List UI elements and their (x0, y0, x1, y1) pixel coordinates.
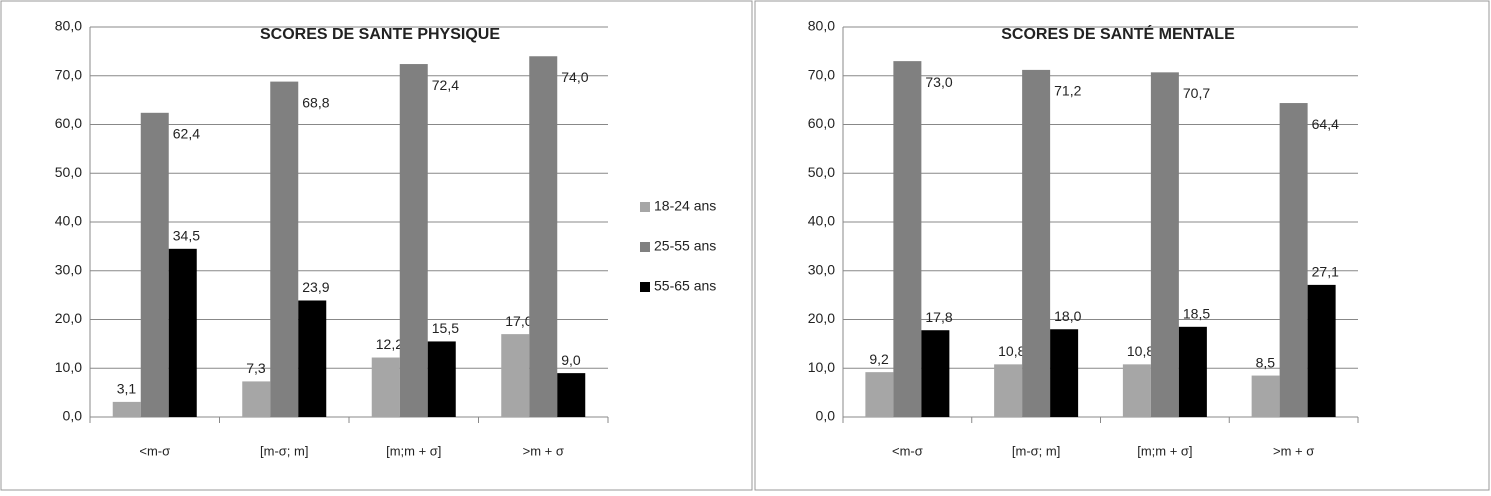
x-tick-label: >m + σ (523, 443, 564, 458)
x-tick-label: <m-σ (892, 443, 923, 458)
legend-label: 55-65 ans (654, 278, 716, 294)
bar (242, 381, 271, 417)
bar (994, 364, 1023, 417)
x-tick-label: >m + σ (1273, 443, 1314, 458)
x-tick-label: [m;m + σ] (1137, 443, 1192, 458)
value-label: 62,4 (173, 126, 200, 142)
legend-swatch (640, 242, 650, 252)
bar (1050, 329, 1079, 417)
chart-title: SCORES DE SANTE PHYSIQUE (260, 26, 500, 43)
legend-label: 25-55 ans (654, 238, 716, 254)
legend-swatch (640, 202, 650, 212)
legend-label: 18-24 ans (654, 198, 716, 214)
value-label: 68,8 (302, 94, 329, 110)
bar (1307, 284, 1336, 417)
bar (1150, 72, 1179, 418)
y-tick-label: 0,0 (816, 408, 836, 424)
value-label: 34,5 (173, 228, 200, 244)
panel-border (0, 0, 753, 491)
bar (1022, 69, 1051, 418)
bar (399, 64, 428, 418)
y-tick-label: 60,0 (808, 115, 835, 131)
value-label: 12,2 (376, 336, 403, 352)
value-label: 72,4 (432, 77, 459, 93)
value-label: 18,5 (1183, 306, 1210, 322)
y-tick-label: 20,0 (55, 310, 82, 326)
bar (112, 401, 141, 417)
bar (1178, 326, 1207, 417)
value-label: 18,0 (1054, 308, 1081, 324)
y-tick-label: 70,0 (55, 66, 82, 82)
bar (1251, 375, 1280, 417)
bar (1122, 364, 1151, 417)
bar (1279, 103, 1308, 418)
value-label: 27,1 (1312, 264, 1339, 280)
bar (298, 300, 327, 417)
chart-title: SCORES DE SANTÉ MENTALE (1001, 24, 1235, 43)
legend-swatch (640, 282, 650, 292)
value-label: 9,2 (869, 351, 889, 367)
bar (371, 357, 400, 417)
value-label: 15,5 (432, 320, 459, 336)
panel-border (754, 0, 1490, 491)
y-tick-label: 30,0 (808, 261, 835, 277)
value-label: 17,8 (925, 309, 952, 325)
y-tick-label: 70,0 (808, 66, 835, 82)
value-label: 10,8 (998, 343, 1025, 359)
y-tick-label: 80,0 (55, 18, 82, 34)
value-label: 3,1 (117, 381, 137, 397)
y-tick-label: 40,0 (55, 213, 82, 229)
value-label: 71,2 (1054, 83, 1081, 99)
x-tick-label: <m-σ (139, 443, 170, 458)
y-tick-label: 10,0 (55, 359, 82, 375)
x-tick-label: [m;m + σ] (386, 443, 441, 458)
bar (427, 341, 456, 417)
y-tick-label: 50,0 (55, 164, 82, 180)
bar (921, 330, 950, 417)
y-tick-label: 60,0 (55, 115, 82, 131)
value-label: 10,8 (1127, 343, 1154, 359)
value-label: 7,3 (246, 360, 266, 376)
value-label: 9,0 (561, 352, 581, 368)
value-label: 8,5 (1256, 354, 1276, 370)
y-tick-label: 30,0 (55, 261, 82, 277)
bar (893, 61, 922, 417)
bar (865, 372, 894, 417)
bar (140, 112, 169, 418)
y-tick-label: 20,0 (808, 310, 835, 326)
value-label: 64,4 (1312, 116, 1339, 132)
value-label: 23,9 (302, 279, 329, 295)
x-tick-label: [m-σ; m] (1012, 443, 1060, 458)
y-tick-label: 50,0 (808, 164, 835, 180)
bar (557, 373, 586, 417)
y-tick-label: 10,0 (808, 359, 835, 375)
value-label: 17,0 (505, 313, 532, 329)
x-tick-label: [m-σ; m] (260, 443, 308, 458)
value-label: 73,0 (925, 74, 952, 90)
y-tick-label: 80,0 (808, 18, 835, 34)
bar (529, 56, 558, 417)
bar (270, 81, 299, 417)
bar (501, 334, 530, 417)
bar (168, 248, 197, 417)
y-tick-label: 40,0 (808, 213, 835, 229)
value-label: 74,0 (561, 69, 588, 85)
value-label: 70,7 (1183, 85, 1210, 101)
y-tick-label: 0,0 (63, 408, 83, 424)
